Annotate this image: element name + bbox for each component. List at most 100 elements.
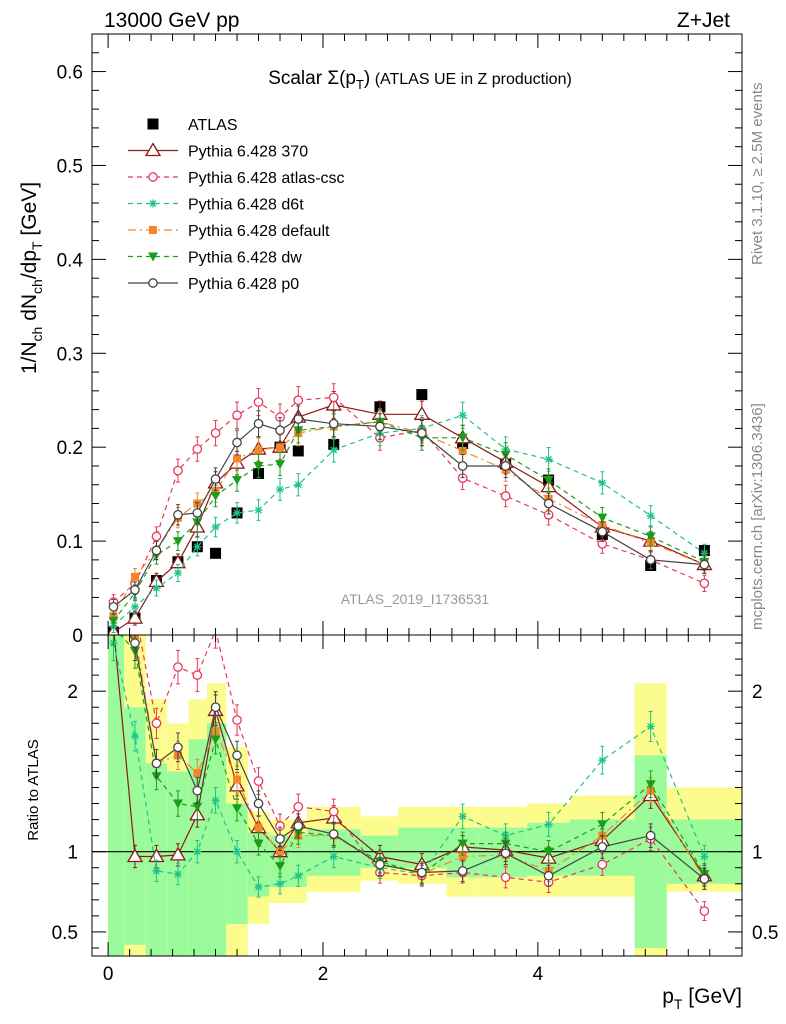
ratio-y-tick-label: 2 [67, 682, 78, 703]
legend-label: ATLAS [188, 117, 238, 134]
legend-marker [148, 252, 158, 262]
ratio-point [328, 829, 339, 839]
legend-entry-pythia-6-428-dw: Pythia 6.428 dw [128, 250, 302, 267]
uncertainty-band-inner [290, 835, 307, 887]
data-point [173, 509, 183, 520]
x-tick-label: 4 [533, 964, 544, 985]
data-point [458, 446, 467, 455]
legend-label: Pythia 6.428 d6t [188, 197, 304, 214]
ratio-point [375, 859, 385, 870]
ratio-point [210, 735, 221, 745]
ratio-point [173, 662, 183, 672]
main-axes: 0 0.1 0.2 0.3 0.4 0.5 0.6 [57, 34, 742, 647]
error-bar [213, 635, 218, 649]
data-point [126, 609, 144, 624]
ratio-point [253, 839, 264, 849]
uncertainty-band-inner [247, 832, 270, 897]
main-y-axis-label: 1/Nch dNch/dpT [GeV] [18, 182, 45, 374]
data-point [108, 601, 119, 612]
data-point [233, 454, 242, 463]
data-point [152, 584, 161, 593]
data-point [375, 421, 385, 432]
ratio-point [416, 867, 427, 878]
ratio-point [210, 702, 221, 713]
y-tick-label: 0 [72, 626, 83, 647]
ratio-point [173, 742, 183, 753]
data-point [328, 392, 339, 403]
ratio-point [151, 758, 162, 769]
x-tick-label: 2 [318, 964, 329, 985]
ratio-point [232, 750, 242, 761]
data-point [416, 428, 427, 438]
ratio-point [253, 798, 264, 809]
ratio-point [254, 823, 263, 832]
ratio-y-tick-label: 1 [67, 843, 78, 864]
data-point [293, 395, 304, 406]
ratio-point [254, 882, 263, 891]
legend-marker [148, 278, 158, 288]
ratio-point [293, 821, 304, 831]
ratio-frame [91, 634, 743, 957]
y-tick-label: 0.6 [57, 63, 83, 84]
data-point [130, 602, 139, 611]
data-point [597, 513, 608, 523]
series-line-pythia-6-428-default [112, 421, 705, 617]
ratio-point [329, 852, 338, 861]
ratio-point [293, 801, 304, 812]
legend-label: Pythia 6.428 atlas-csc [188, 170, 345, 187]
legend-entry-pythia-6-428-d6t: Pythia 6.428 d6t [128, 197, 304, 214]
uncertainty-band-inner [108, 635, 125, 956]
ratio-point [597, 859, 608, 870]
legend-entry-pythia-6-428-default: Pythia 6.428 default [128, 223, 330, 240]
ratio-point [253, 776, 264, 786]
y-tick-label: 0.1 [57, 532, 83, 553]
ratio-point [130, 732, 139, 741]
ratio-point [192, 670, 203, 680]
ratio-point [193, 769, 202, 778]
data-point [329, 446, 338, 455]
legend-entry-pythia-6-428-p0: Pythia 6.428 p0 [128, 276, 299, 293]
data-point [598, 478, 607, 487]
ratio-point [126, 848, 144, 863]
ratio-point [700, 852, 709, 861]
data-point [130, 585, 140, 595]
ratio-point [294, 871, 303, 880]
data-point [699, 578, 710, 589]
ratio-series-pythia-6-428-p0 [128, 635, 710, 890]
ratio-point [130, 638, 140, 648]
data-point [294, 480, 303, 489]
data-point [276, 485, 285, 494]
data-point [210, 428, 221, 438]
analysis-watermark: ATLAS_2019_I1736531 [341, 591, 490, 607]
uncertainty-band-inner [206, 723, 227, 956]
data-point [416, 389, 428, 401]
data-point [232, 476, 243, 486]
y-tick-label: 0.4 [57, 250, 84, 271]
data-point [254, 506, 263, 515]
y-tick-label: 0.3 [57, 344, 83, 365]
series-pythia-6-428-atlas-csc [108, 383, 710, 611]
ratio-point [500, 848, 511, 859]
data-point [457, 433, 468, 443]
legend-label: Pythia 6.428 p0 [188, 276, 299, 293]
legend-label: Pythia 6.428 default [188, 223, 330, 240]
ratio-point [276, 879, 285, 888]
ratio-axes: 0.5 0.5 1 1 2 2 0 2 4 [52, 635, 778, 985]
ratio-point [597, 820, 608, 830]
error-bar [111, 635, 116, 646]
ratio-point [598, 756, 607, 765]
uncertainty-band-inner [226, 803, 248, 924]
ratio-y-tick-label-right: 1 [752, 843, 763, 864]
plot-title: Scalar Σ(pT) (ATLAS UE in Z production) [268, 68, 572, 92]
x-axis-label: pT [GeV] [662, 985, 742, 1012]
ratio-point [233, 847, 242, 856]
legend: ATLAS Pythia 6.428 370 Pythia 6.428 atlas-… [128, 117, 345, 293]
data-point [543, 476, 554, 486]
ratio-point [275, 862, 286, 872]
ratio-point [151, 718, 162, 729]
data-point [292, 445, 304, 457]
y-tick-label: 0.5 [57, 156, 83, 177]
data-point [699, 559, 710, 570]
header-left: 13000 GeV pp [104, 9, 239, 32]
